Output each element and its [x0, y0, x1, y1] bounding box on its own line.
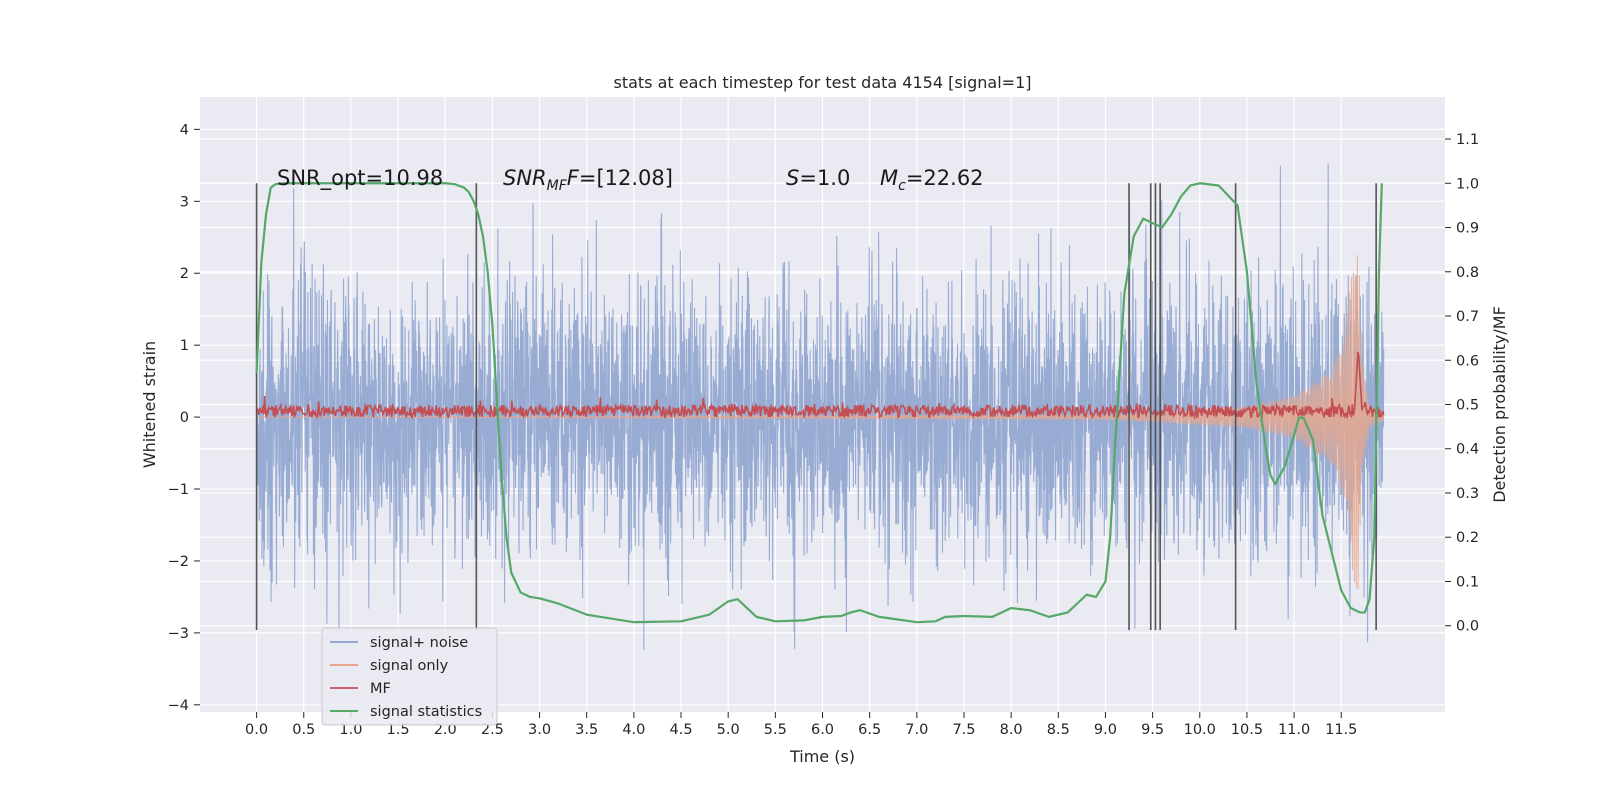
x-tick-label: 5.0	[717, 722, 740, 738]
x-tick-label: 9.5	[1141, 722, 1164, 738]
annotation-s-main: S	[786, 166, 799, 190]
y-tick-label-left: 0	[180, 410, 189, 426]
y-tick-label-right: 0.6	[1456, 353, 1479, 369]
legend: signal+ noise signal only MF signal statist…	[321, 627, 498, 726]
signal-statistics-line	[255, 182, 1383, 624]
axis-ticks: 0.0 0.5 1.0 1.5 2.0 2.5 3.0 3.5 4.0 4.5 5.0 5.5 6.0 6…	[168, 122, 1479, 738]
x-tick-label: 4.0	[622, 722, 645, 738]
x-tick-label: 3.0	[528, 722, 551, 738]
legend-label: signal only	[370, 658, 449, 674]
y-tick-label-right: 1.0	[1456, 176, 1479, 192]
annotation-mc-sub: c	[898, 178, 906, 194]
signal-noise-line	[256, 163, 1385, 650]
legend-label: signal+ noise	[370, 635, 468, 651]
signal-only-line	[256, 255, 1385, 590]
y-tick-label-left: −3	[168, 626, 189, 642]
x-tick-label: 8.5	[1047, 722, 1070, 738]
x-tick-label: 3.5	[575, 722, 598, 738]
y-axis-label-left: Whitened strain	[140, 341, 159, 468]
x-tick-label: 9.0	[1094, 722, 1117, 738]
y-tick-label-left: 4	[180, 122, 189, 138]
chart-title: stats at each timestep for test data 415…	[613, 73, 1031, 92]
annotations: SNR_opt=10.98 SNRMFF=[12.08] S=1.0 Mc=22.62	[277, 166, 984, 194]
y-tick-label-right: 0.0	[1456, 619, 1479, 635]
y-tick-label-left: −4	[168, 698, 189, 714]
x-tick-label: 11.0	[1278, 722, 1310, 738]
legend-label: signal statistics	[370, 704, 482, 720]
x-tick-label: 10.0	[1184, 722, 1216, 738]
x-tick-label: 0.0	[245, 722, 268, 738]
y-tick-label-right: 0.9	[1456, 221, 1479, 237]
x-axis-label: Time (s)	[789, 747, 855, 766]
y-tick-label-right: 0.1	[1456, 574, 1479, 590]
y-tick-label-right: 0.3	[1456, 486, 1479, 502]
annotation-snr_opt: SNR_opt=10.98	[277, 166, 443, 191]
x-tick-label: 10.5	[1231, 722, 1263, 738]
annotation-mc-main: M	[880, 166, 898, 190]
annotation-snr_mf-main: SNR	[503, 166, 547, 190]
legend-label: MF	[370, 681, 391, 697]
y-tick-label-right: 1.1	[1456, 132, 1479, 148]
series-mf	[256, 351, 1385, 421]
annotation-s-value: =1.0	[799, 166, 850, 190]
y-tick-label-right: 0.7	[1456, 309, 1479, 325]
x-tick-label: 6.5	[858, 722, 881, 738]
x-tick-label: 5.5	[764, 722, 787, 738]
series-signal-only	[256, 255, 1385, 590]
x-tick-label: 11.5	[1325, 722, 1357, 738]
y-tick-label-left: −1	[168, 482, 189, 498]
y-axis-label-right: Detection probability/MF	[1490, 306, 1509, 503]
x-tick-label: 0.5	[292, 722, 315, 738]
annotation-snr_mf-sub: MF	[547, 178, 568, 194]
x-tick-label: 2.0	[434, 722, 457, 738]
x-tick-label: 1.5	[387, 722, 410, 738]
y-tick-label-left: 1	[180, 338, 189, 354]
y-tick-label-right: 0.8	[1456, 265, 1479, 281]
x-tick-label: 4.5	[669, 722, 692, 738]
y-tick-label-left: −2	[168, 554, 189, 570]
vertical-markers	[255, 183, 1377, 631]
annotation-snr_mf: SNRMFF=[12.08]	[503, 166, 673, 194]
series-signal-noise	[256, 163, 1385, 650]
annotation-s: S=1.0	[786, 166, 850, 190]
annotation-mc-value: =22.62	[906, 166, 984, 190]
y-tick-label-left: 3	[180, 194, 189, 210]
x-tick-label: 8.0	[1000, 722, 1023, 738]
y-tick-label-right: 0.4	[1456, 442, 1479, 458]
x-tick-label: 7.0	[905, 722, 928, 738]
series-signal-statistics	[255, 182, 1383, 624]
x-tick-label: 2.5	[481, 722, 504, 738]
x-tick-label: 1.0	[339, 722, 362, 738]
annotation-mc: Mc=22.62	[880, 166, 984, 194]
annotation-snr_mf-value: =[12.08]	[579, 166, 673, 190]
annotation-snr_mf-f: F	[567, 166, 580, 190]
y-tick-label-right: 0.5	[1456, 398, 1479, 414]
mf-line	[256, 351, 1385, 421]
y-tick-label-right: 0.2	[1456, 530, 1479, 546]
legend-box	[321, 627, 498, 726]
x-tick-label: 6.0	[811, 722, 834, 738]
y-tick-label-left: 2	[180, 266, 189, 282]
x-tick-label: 7.5	[952, 722, 975, 738]
